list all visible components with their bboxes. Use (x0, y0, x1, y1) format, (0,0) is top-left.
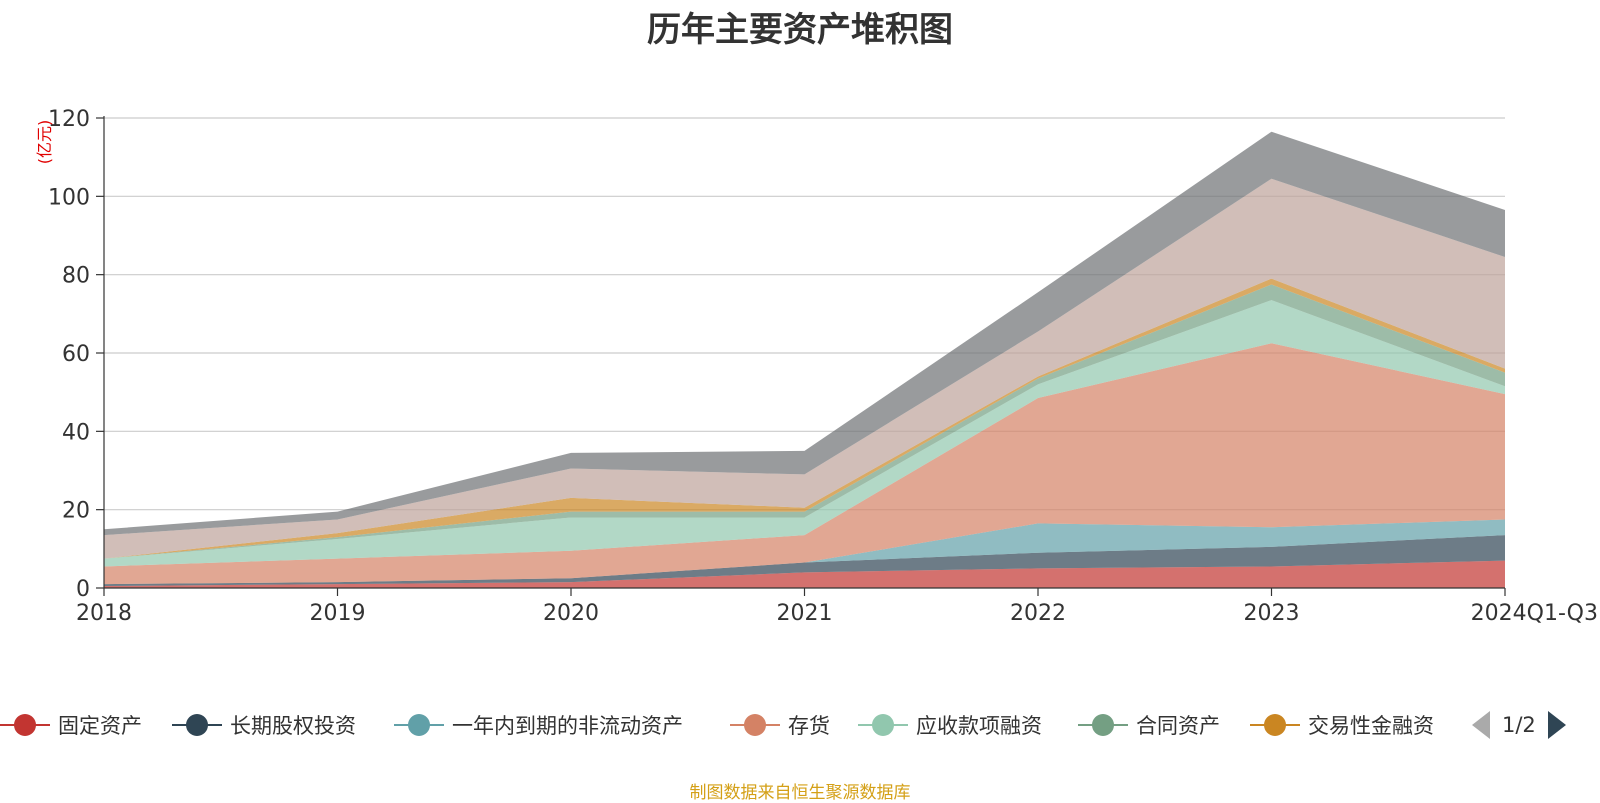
legend-label: 一年内到期的非流动资产 (452, 714, 683, 738)
y-tick-label: 120 (48, 107, 90, 132)
x-tick-label: 2021 (777, 601, 833, 626)
y-tick-label: 100 (48, 185, 90, 210)
legend-item[interactable]: 固定资产 (0, 705, 142, 745)
area-series-9 (104, 131, 1505, 536)
legend-marker-icon (394, 710, 444, 740)
area-series-2 (104, 535, 1505, 587)
x-tick-label: 2020 (543, 601, 599, 626)
legend-pager: 1/2 (1472, 705, 1566, 745)
legend-item[interactable]: 存货 (730, 705, 830, 745)
legend-item[interactable]: 一年内到期的非流动资产 (394, 705, 683, 745)
y-tick-label: 20 (62, 499, 90, 524)
legend-prev-page-icon[interactable] (1472, 711, 1490, 739)
legend-item[interactable]: 应收款项融资 (858, 705, 1042, 745)
x-tick-label: 2019 (310, 601, 366, 626)
area-series-5 (104, 300, 1505, 567)
y-tick-label: 60 (62, 342, 90, 367)
x-tick-label: 2022 (1010, 601, 1066, 626)
legend-label: 长期股权投资 (230, 714, 356, 738)
x-tick-label: 2018 (76, 601, 132, 626)
data-source-note: 制图数据来自恒生聚源数据库 (689, 783, 911, 803)
legend-marker-icon (1078, 710, 1128, 740)
legend-marker-icon (172, 710, 222, 740)
chart-title: 历年主要资产堆积图 (647, 10, 953, 50)
legend-label: 固定资产 (58, 714, 142, 738)
area-series-4 (104, 343, 1505, 585)
area-series-3 (104, 519, 1505, 585)
x-tick-label: 2024Q1-Q3 (1471, 601, 1598, 626)
legend-page-indicator: 1/2 (1502, 713, 1536, 737)
y-tick-label: 40 (62, 420, 90, 445)
y-tick-label: 80 (62, 264, 90, 289)
x-tick-label: 2023 (1244, 601, 1300, 626)
legend-marker-icon (1250, 710, 1300, 740)
legend-marker-icon (730, 710, 780, 740)
legend-item[interactable]: 交易性金融资 (1250, 705, 1434, 745)
legend-marker-icon (0, 710, 50, 740)
y-tick-label: 0 (76, 577, 90, 602)
legend-next-page-icon[interactable] (1547, 711, 1566, 739)
area-series-8 (104, 178, 1505, 559)
legend-marker-icon (858, 710, 908, 740)
legend-label: 存货 (788, 714, 830, 738)
legend-item[interactable]: 合同资产 (1078, 705, 1220, 745)
legend-item[interactable]: 长期股权投资 (172, 705, 356, 745)
legend-label: 合同资产 (1136, 714, 1220, 738)
legend-label: 应收款项融资 (916, 714, 1042, 738)
y-unit-label: (亿元) (35, 120, 54, 165)
legend-label: 交易性金融资 (1308, 714, 1434, 738)
